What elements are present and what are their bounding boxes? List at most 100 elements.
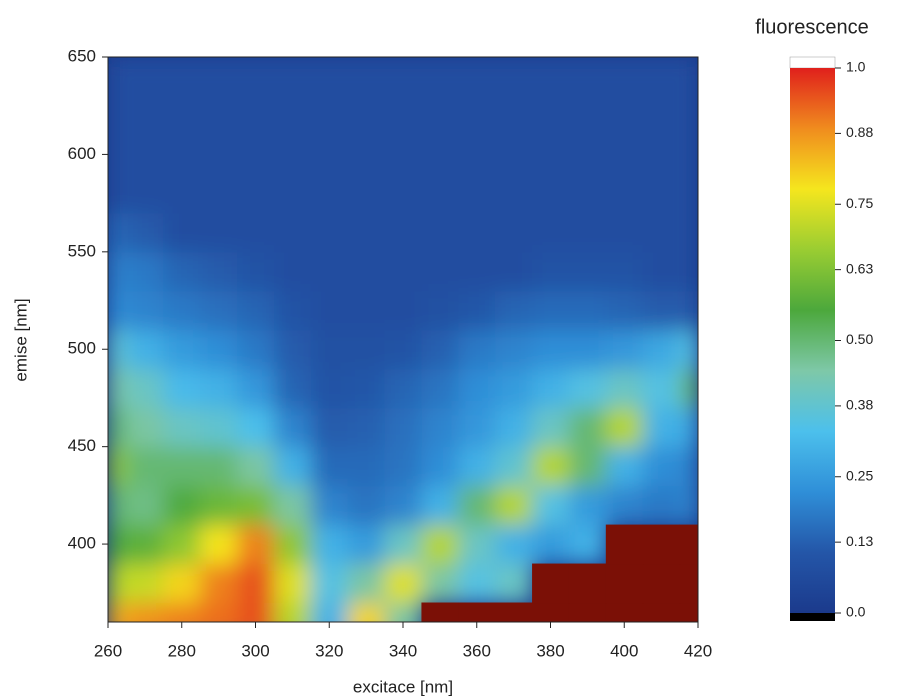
heat-cell: [310, 368, 349, 409]
heat-cell: [568, 290, 607, 331]
heat-cell: [163, 524, 201, 565]
missing-cell: [568, 563, 607, 604]
heat-cell: [532, 212, 570, 253]
heat-cell: [532, 95, 570, 136]
heat-cell: [163, 212, 201, 253]
missing-cell: [642, 602, 681, 622]
heat-cell: [237, 57, 275, 97]
heat-cell: [605, 134, 644, 175]
heat-cell: [605, 95, 644, 136]
heat-cell: [568, 446, 607, 487]
heat-cell: [126, 524, 164, 565]
heat-cell: [347, 290, 386, 331]
heat-cell: [495, 134, 533, 175]
colorbar-title: fluorescence: [755, 16, 868, 38]
heat-cell: [163, 368, 201, 409]
heat-cell: [642, 173, 681, 214]
heat-cell: [458, 563, 496, 604]
heat-cell: [495, 290, 533, 331]
heat-cell: [273, 95, 312, 136]
missing-cell: [532, 563, 570, 604]
colorbar-tick-label: 0.13: [846, 533, 873, 549]
heat-cell: [108, 95, 127, 136]
heat-cell: [679, 290, 698, 331]
heat-cell: [237, 134, 275, 175]
heat-cell: [642, 485, 681, 526]
x-tick-label: 320: [315, 641, 343, 660]
heat-cell: [421, 134, 459, 175]
heat-cell: [458, 251, 496, 292]
colorbar-tick-label: 1.0: [846, 59, 866, 75]
heat-cell: [310, 212, 349, 253]
missing-cell: [458, 602, 496, 622]
heat-cell: [273, 134, 312, 175]
heat-cell: [273, 446, 312, 487]
heat-cell: [495, 95, 533, 136]
missing-cell: [642, 524, 681, 565]
heat-cell: [310, 602, 349, 622]
x-tick-label: 380: [536, 641, 564, 660]
heat-cell: [568, 95, 607, 136]
heat-cell: [458, 134, 496, 175]
heat-cell: [126, 602, 164, 622]
missing-cell: [679, 602, 698, 622]
heat-cell: [421, 485, 459, 526]
heat-cell: [200, 329, 238, 370]
colorbar-tick-label: 0.25: [846, 467, 873, 483]
heat-cell: [237, 407, 275, 448]
heat-cell: [421, 524, 459, 565]
y-tick-label: 550: [68, 241, 96, 260]
heat-cell: [495, 368, 533, 409]
heat-cell: [200, 485, 238, 526]
heat-cell: [568, 251, 607, 292]
heat-cell: [347, 212, 386, 253]
heat-cell: [384, 602, 422, 622]
heat-cell: [568, 212, 607, 253]
heat-cell: [458, 524, 496, 565]
heat-cell: [421, 407, 459, 448]
heat-cell: [163, 329, 201, 370]
heat-cell: [163, 290, 201, 331]
heat-cell: [532, 173, 570, 214]
heat-cell: [384, 134, 422, 175]
heat-cell: [237, 524, 275, 565]
heat-cell: [273, 329, 312, 370]
heat-cell: [347, 602, 386, 622]
heat-cell: [568, 134, 607, 175]
heat-cell: [126, 251, 164, 292]
heat-cell: [458, 173, 496, 214]
heat-cell: [108, 329, 127, 370]
heat-cell: [568, 485, 607, 526]
heat-cell: [200, 446, 238, 487]
heat-cell: [568, 524, 607, 565]
heat-cell: [108, 57, 127, 97]
colorbar-tick-label: 0.63: [846, 260, 873, 276]
heat-cell: [108, 290, 127, 331]
heat-cell: [200, 251, 238, 292]
colorbar-tick-label: 0.50: [846, 331, 873, 347]
heat-cell: [458, 95, 496, 136]
missing-cell: [679, 524, 698, 565]
heat-cell: [126, 368, 164, 409]
heat-cell: [421, 212, 459, 253]
x-tick-label: 360: [463, 641, 491, 660]
heat-cell: [642, 407, 681, 448]
heat-cell: [237, 446, 275, 487]
heat-cell: [347, 95, 386, 136]
heat-cell: [458, 446, 496, 487]
heat-cell: [126, 290, 164, 331]
heat-cell: [532, 134, 570, 175]
heat-cell: [163, 485, 201, 526]
heat-cell: [310, 251, 349, 292]
heat-cell: [458, 290, 496, 331]
heat-cell: [108, 173, 127, 214]
heat-cell: [532, 57, 570, 97]
heat-cell: [605, 485, 644, 526]
heat-cell: [679, 329, 698, 370]
heat-cell: [126, 134, 164, 175]
heat-cell: [458, 212, 496, 253]
heat-cell: [495, 563, 533, 604]
heat-cell: [108, 563, 127, 604]
heat-cell: [200, 290, 238, 331]
